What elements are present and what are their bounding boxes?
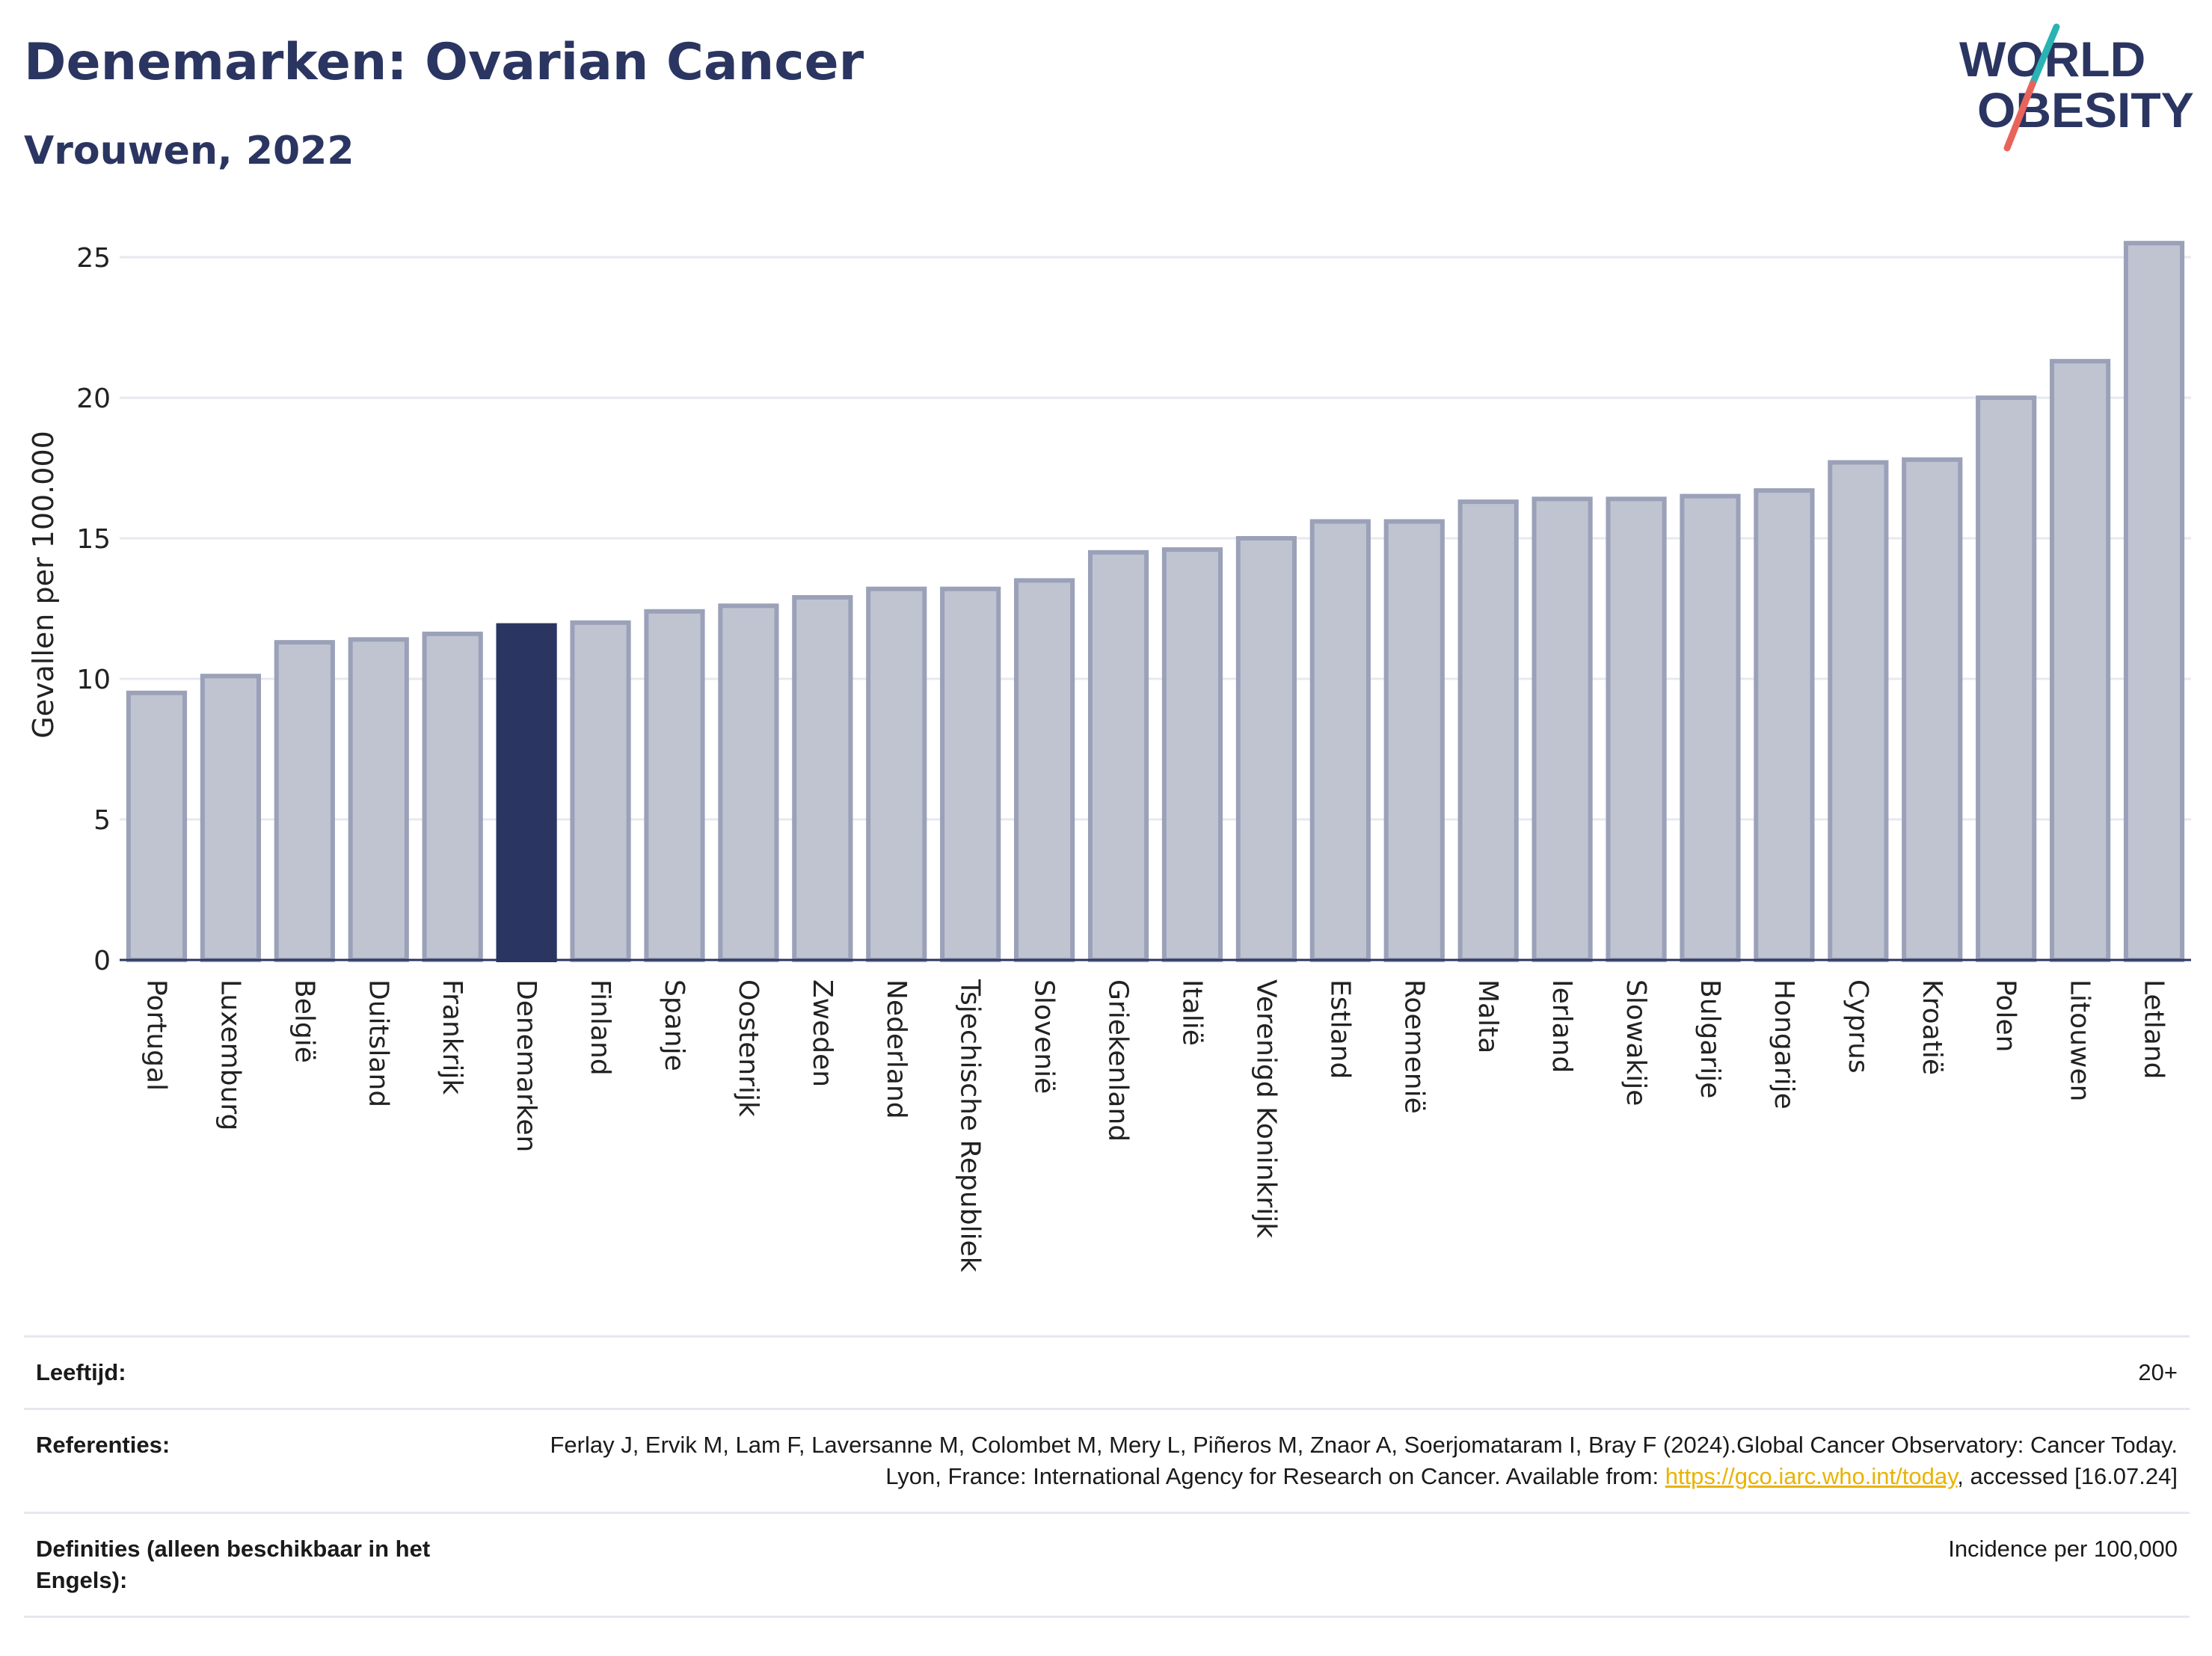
x-tick-label: Slovenië: [1029, 979, 1060, 1094]
bar-highlighted: [496, 623, 557, 962]
x-tick-label: Cyprus: [1843, 979, 1873, 1074]
bar: [1235, 536, 1297, 962]
x-tick-label: Roemenië: [1398, 979, 1429, 1114]
bar: [1161, 547, 1223, 962]
x-tick-label: Hongarije: [1769, 979, 1799, 1109]
x-tick-label: Letland: [2139, 979, 2169, 1079]
bar-chart: 0 5 10 15 20 25 Portugal Luxemburg België Duitsla…: [76, 241, 2191, 1272]
bar: [1754, 488, 1815, 962]
bar: [1902, 457, 1963, 962]
bar: [718, 603, 779, 962]
bar: [1828, 460, 1889, 962]
x-tick-label: Slowakije: [1620, 979, 1651, 1106]
x-tick-label: Oostenrijk: [733, 979, 764, 1117]
bar: [2123, 241, 2185, 962]
bar: [866, 586, 927, 962]
x-tick-label: Portugal: [141, 979, 171, 1091]
definitions-value: Incidence per 100,000: [1948, 1536, 2178, 1562]
x-tick-label: Kroatië: [1917, 979, 1947, 1075]
bar: [274, 640, 335, 962]
references-text-part2: , accessed [16.07.24]: [1957, 1463, 2178, 1489]
y-tick-label: 25: [76, 243, 111, 274]
y-tick-label: 5: [93, 805, 111, 836]
y-tick-label: 15: [76, 524, 111, 555]
world-obesity-logo: WORLD OBESITY: [1959, 23, 2194, 152]
x-tick-label: Estland: [1324, 979, 1355, 1079]
x-tick-label: Denemarken: [511, 979, 541, 1152]
bar: [1680, 493, 1741, 962]
x-tick-label: Nederland: [881, 979, 912, 1119]
bar: [1383, 519, 1445, 962]
bar: [1606, 496, 1667, 962]
bar: [792, 594, 853, 963]
x-tick-label: Verenigd Koninkrijk: [1250, 979, 1281, 1238]
bar: [940, 586, 1001, 962]
x-tick-label: Duitsland: [363, 979, 393, 1107]
x-tick-label: Spanje: [659, 979, 689, 1071]
bar: [422, 631, 483, 963]
bar: [126, 690, 188, 962]
x-tick-label: Malta: [1472, 979, 1503, 1053]
bar: [644, 609, 705, 962]
references-value: Ferlay J, Ervik M, Lam F, Laversanne M, …: [514, 1429, 2178, 1492]
x-tick-label: Luxemburg: [215, 979, 245, 1130]
references-label: Referenties:: [36, 1432, 170, 1458]
bar: [1087, 550, 1149, 962]
x-tick-label: Litouwen: [2065, 979, 2095, 1101]
x-tick-label: Tsjechische Republiek: [955, 979, 986, 1272]
bar: [348, 637, 409, 962]
x-tick-label: Frankrijk: [437, 979, 467, 1095]
x-tick-label: Finland: [585, 979, 615, 1076]
bar: [1309, 519, 1371, 962]
logo-slash-teal: [2029, 23, 2060, 87]
x-tick-label: Italië: [1176, 979, 1207, 1046]
definitions-label: Definities (alleen beschikbaar in het En…: [36, 1536, 431, 1593]
bar: [1014, 578, 1075, 963]
y-tick-label: 20: [76, 384, 111, 414]
x-tick-label: Polen: [1991, 979, 2021, 1052]
y-tick-label: 10: [76, 665, 111, 695]
chart-title: Denemarken: Ovarian Cancer: [24, 33, 864, 92]
info-row-age: Leeftijd: 20+: [24, 1335, 2190, 1408]
x-tick-label: België: [289, 979, 319, 1063]
bar: [200, 674, 261, 962]
bar: [1457, 499, 1519, 962]
age-label: Leeftijd:: [36, 1359, 126, 1385]
logo-slash-coral: [2003, 80, 2036, 152]
info-row-definitions: Definities (alleen beschikbaar in het En…: [24, 1512, 2190, 1618]
x-tick-label: Griekenland: [1103, 979, 1134, 1142]
chart-subtitle: Vrouwen, 2022: [24, 129, 354, 173]
bar: [1976, 395, 2037, 962]
x-tick-label: Ierland: [1546, 979, 1577, 1073]
x-tick-label: Zweden: [807, 979, 838, 1087]
references-text-part1: Ferlay J, Ervik M, Lam F, Laversanne M, …: [550, 1432, 2178, 1489]
references-link[interactable]: https://gco.iarc.who.int/today: [1665, 1463, 1958, 1489]
y-tick-label: 0: [93, 946, 111, 976]
bar: [1531, 496, 1593, 962]
info-row-references: Referenties: Ferlay J, Ervik M, Lam F, L…: [24, 1408, 2190, 1512]
bar: [570, 620, 631, 962]
bar: [2050, 359, 2111, 962]
x-tick-label: Bulgarije: [1695, 979, 1725, 1098]
age-value: 20+: [2138, 1359, 2178, 1385]
info-table: Leeftijd: 20+ Referenties: Ferlay J, Erv…: [24, 1335, 2190, 1618]
